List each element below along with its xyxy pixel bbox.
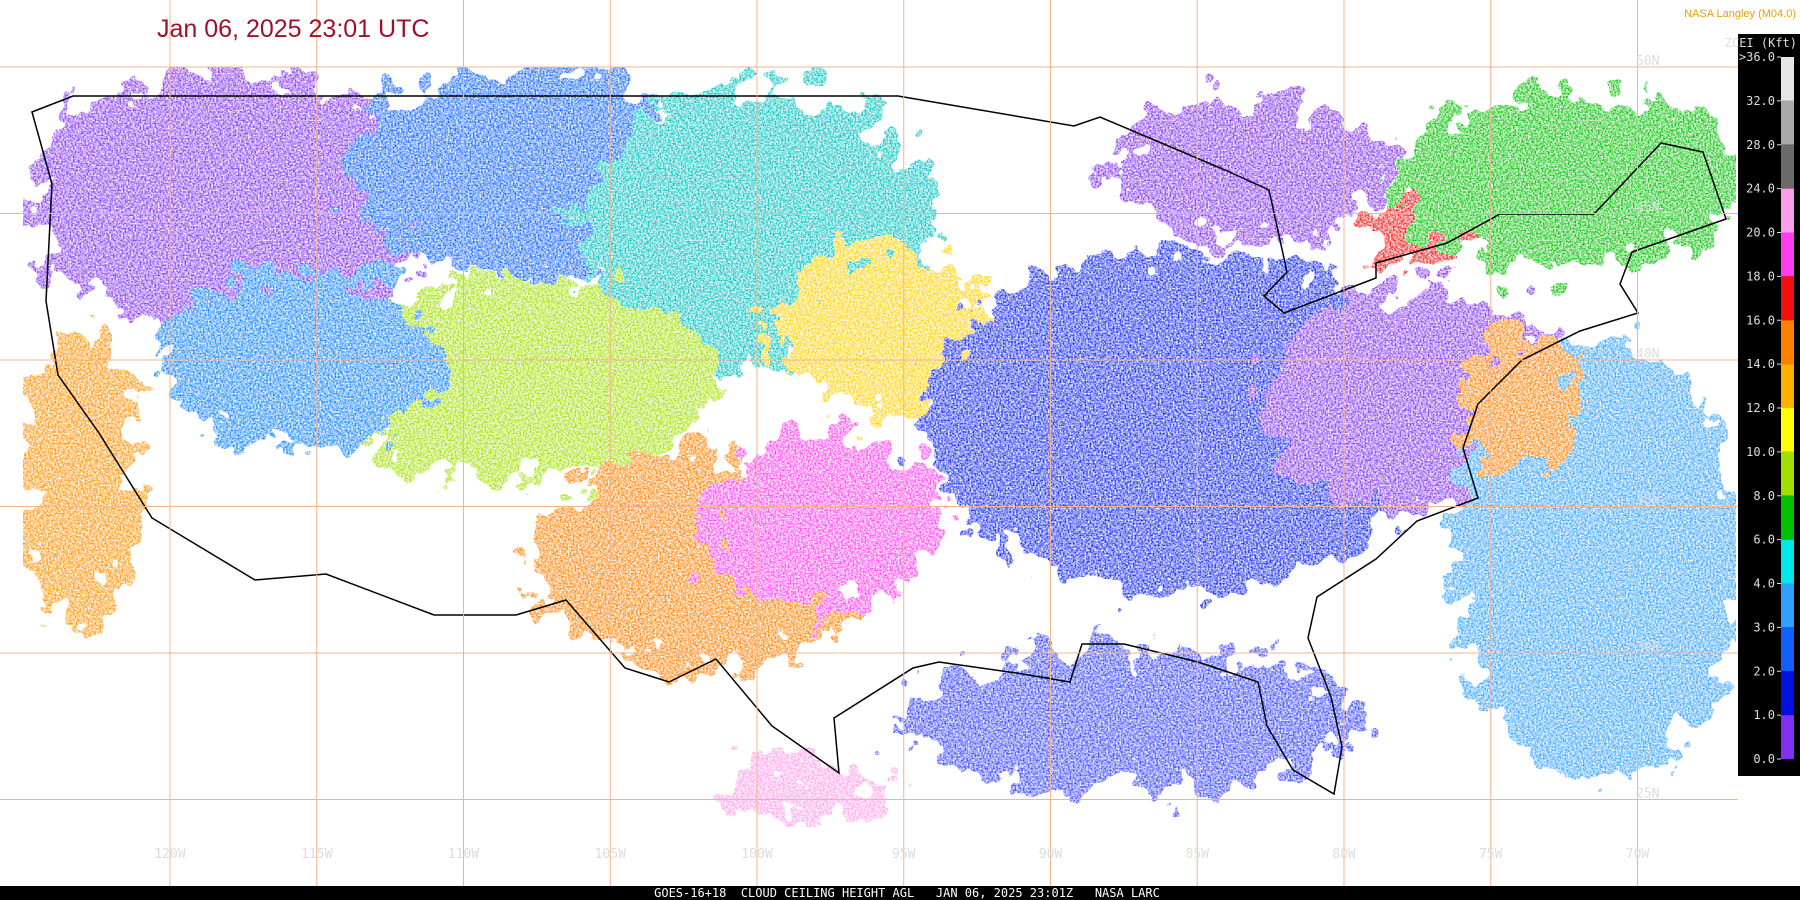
color-swatch bbox=[1781, 583, 1794, 628]
colorbar-tick-label: 18.0 bbox=[1746, 269, 1775, 283]
credit: NASA Langley (M04.0) bbox=[1684, 8, 1796, 20]
colorbar-tick-label: >36.0 bbox=[1739, 50, 1775, 64]
colorbar-tick-label: 10.0 bbox=[1746, 445, 1775, 459]
color-swatch bbox=[1781, 100, 1794, 145]
lon-label: 70W bbox=[1626, 847, 1650, 862]
lat-label: 35N bbox=[1636, 494, 1659, 509]
color-swatch bbox=[1781, 232, 1794, 277]
lon-label: 115W bbox=[301, 847, 332, 862]
colorbar-tick-label: 16.0 bbox=[1746, 313, 1775, 327]
color-swatch bbox=[1781, 539, 1794, 584]
lon-label: 75W bbox=[1479, 847, 1503, 862]
footer-bar bbox=[0, 886, 1800, 900]
color-swatch bbox=[1781, 320, 1794, 365]
cloud-imagery bbox=[23, 67, 1736, 820]
colorbar-tick-label: 28.0 bbox=[1746, 138, 1775, 152]
lon-label: 110W bbox=[448, 847, 479, 862]
colorbar-title: ZCEI (Kft) bbox=[1725, 36, 1797, 50]
color-swatch bbox=[1781, 364, 1794, 408]
lon-label: 90W bbox=[1039, 847, 1063, 862]
colorbar-tick-label: 12.0 bbox=[1746, 401, 1775, 415]
colorbar-tick-label: 8.0 bbox=[1753, 489, 1775, 503]
lon-label: 100W bbox=[741, 847, 772, 862]
lat-label: 25N bbox=[1636, 787, 1659, 802]
color-swatch bbox=[1781, 188, 1794, 233]
color-swatch bbox=[1781, 451, 1794, 496]
lat-label: 50N bbox=[1636, 54, 1659, 69]
colorbar: >36.0 32.0 28.0 24.0 20.0 18.0 16.0 14.0 12.0 10.… bbox=[1739, 50, 1794, 766]
lon-label: 80W bbox=[1332, 847, 1356, 862]
color-swatch bbox=[1781, 495, 1794, 540]
color-swatch bbox=[1781, 276, 1794, 321]
lon-label: 95W bbox=[892, 847, 916, 862]
colorbar-tick-label: 6.0 bbox=[1753, 533, 1775, 547]
lat-label: 30N bbox=[1636, 640, 1659, 655]
colorbar-tick-label: 2.0 bbox=[1753, 664, 1775, 678]
color-swatch bbox=[1781, 671, 1794, 716]
colorbar-tick-label: 14.0 bbox=[1746, 357, 1775, 371]
colorbar-tick-label: 20.0 bbox=[1746, 226, 1775, 240]
lat-label: 40N bbox=[1636, 347, 1659, 362]
color-swatch bbox=[1781, 144, 1794, 189]
lon-label: 85W bbox=[1186, 847, 1210, 862]
color-swatch bbox=[1781, 627, 1794, 672]
us-outline bbox=[31, 95, 1727, 796]
colorbar-tick-label: 4.0 bbox=[1753, 577, 1775, 591]
lon-label: 105W bbox=[595, 847, 626, 862]
title: Jan 06, 2025 23:01 UTC bbox=[157, 15, 429, 43]
graticule: 120W 115W 110W 105W 100W 95W 90W 85W 80W 75W 70W 50… bbox=[0, 0, 1738, 886]
color-swatch bbox=[1781, 57, 1794, 101]
colorbar-tick-label: 0.0 bbox=[1753, 752, 1775, 766]
footer: GOES-16+18 CLOUD CEILING HEIGHT AGL JAN … bbox=[654, 886, 1160, 900]
color-swatch bbox=[1781, 715, 1794, 759]
lat-label: 45N bbox=[1636, 201, 1659, 216]
lon-label: 120W bbox=[154, 847, 185, 862]
color-swatch bbox=[1781, 408, 1794, 452]
colorbar-tick-label: 3.0 bbox=[1753, 620, 1775, 634]
colorbar-tick-label: 24.0 bbox=[1746, 182, 1775, 196]
colorbar-tick-label: 32.0 bbox=[1746, 94, 1775, 108]
colorbar-tick-label: 1.0 bbox=[1753, 708, 1775, 722]
